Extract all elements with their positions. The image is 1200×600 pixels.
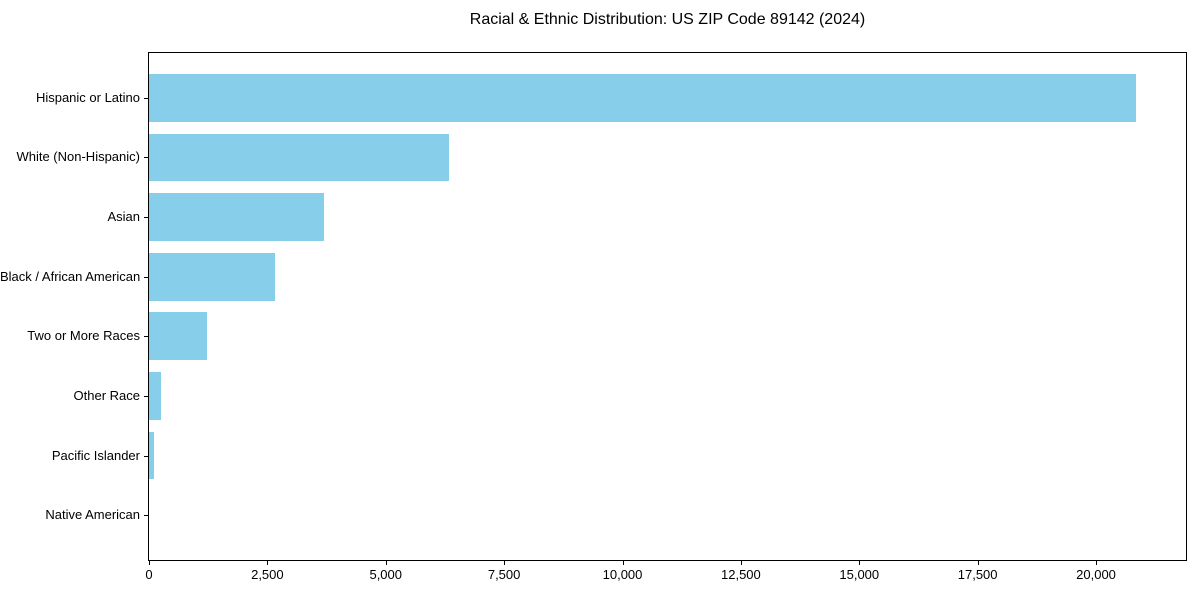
x-tick-label: 2,500	[251, 567, 284, 582]
y-tick-label-native-american: Native American	[45, 507, 140, 523]
bar-hispanic-or-latino	[149, 73, 1136, 122]
y-tick-label-black-african-american: Black / African American	[0, 268, 141, 284]
x-tick-mark	[504, 561, 506, 565]
y-tick-mark	[144, 395, 148, 397]
y-tick-label-other-race: Other Race	[73, 387, 140, 403]
x-tick-label: 15,000	[839, 567, 880, 582]
x-tick-label: 10,000	[602, 567, 643, 582]
y-tick-mark	[144, 455, 148, 457]
chart-title: Racial & Ethnic Distribution: US ZIP Cod…	[469, 11, 866, 28]
y-tick-mark	[144, 217, 148, 219]
y-tick-mark	[144, 336, 148, 338]
bar-two-or-more-races	[149, 312, 207, 361]
y-tick-label-hispanic-or-latino: Hispanic or Latino	[35, 89, 140, 105]
y-tick-label-white-non-hispanic: White (Non-Hispanic)	[16, 149, 140, 165]
x-tick-label: 0	[145, 567, 153, 582]
bar-other-race	[149, 372, 161, 420]
plot-area	[148, 52, 1187, 561]
y-tick-label-two-or-more-races: Two or More Races	[27, 328, 140, 344]
y-tick-label-asian: Asian	[107, 209, 140, 225]
x-tick-mark	[740, 561, 742, 565]
x-tick-mark	[622, 561, 624, 565]
y-tick-mark	[144, 157, 148, 159]
x-tick-mark	[385, 561, 387, 565]
y-tick-mark	[144, 276, 148, 278]
bar-asian	[149, 193, 325, 241]
x-tick-label: 20,000	[1076, 567, 1116, 582]
y-tick-mark	[144, 97, 148, 99]
y-tick-label-pacific-islander: Pacific Islander	[51, 447, 140, 463]
x-tick-mark	[977, 561, 979, 565]
bar-pacific-islander	[149, 431, 154, 480]
x-tick-label: 17,500	[957, 567, 998, 582]
x-tick-mark	[149, 561, 150, 565]
x-tick-label: 5,000	[369, 567, 403, 582]
x-tick-mark	[1096, 561, 1098, 565]
y-tick-mark	[144, 515, 148, 517]
x-tick-label: 7,500	[487, 567, 521, 582]
x-tick-mark	[267, 561, 269, 565]
x-tick-label: 12,500	[721, 567, 761, 582]
bar-black-african-american	[149, 252, 275, 301]
bar-white-non-hispanic	[149, 133, 449, 182]
x-tick-mark	[859, 561, 861, 565]
